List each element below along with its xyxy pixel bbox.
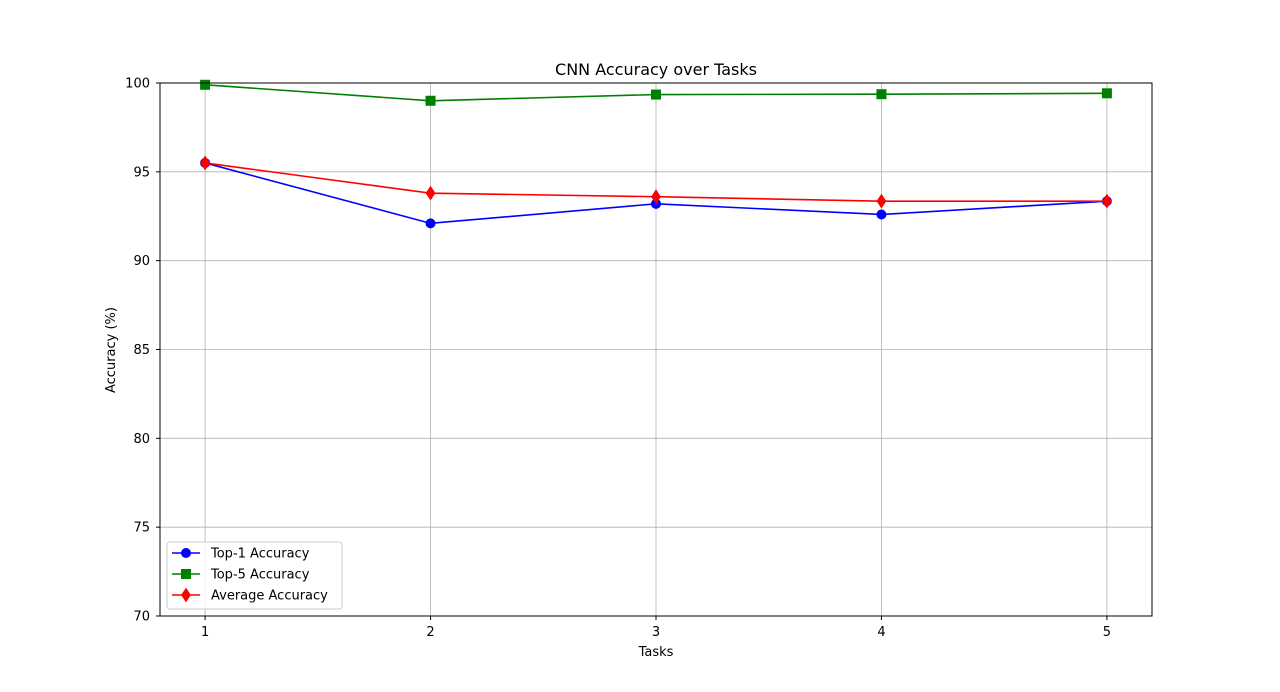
y-tick-label: 100 [125,77,150,92]
data-point-top-5-accuracy [876,89,887,100]
grid-lines [160,82,1152,617]
y-tick-label: 80 [133,432,150,447]
series-top-5-accuracy [200,79,1112,106]
x-tick-label: 5 [1103,625,1111,640]
x-tick-label: 2 [426,625,434,640]
data-point-top-1-accuracy [425,218,436,229]
data-point-top-5-accuracy [200,79,211,90]
data-point-top-1-accuracy [876,209,887,220]
legend-marker [181,587,191,603]
data-point-average-accuracy [651,189,661,205]
x-tick-label: 3 [652,625,660,640]
data-point-average-accuracy [425,185,436,201]
series-average-accuracy [200,155,1112,209]
data-point-average-accuracy [876,193,887,209]
legend-item-top-5-accuracy: Top-5 Accuracy [172,568,310,583]
legend-item-top-1-accuracy: Top-1 Accuracy [172,547,310,562]
data-point-average-accuracy [200,155,210,171]
axis-ticks: 1 2 3 4 5 70 75 80 85 90 95 100 [125,77,1111,641]
y-tick-label: 95 [133,165,150,180]
y-tick-label: 70 [133,610,150,625]
legend-marker [181,548,191,558]
legend-box [166,541,343,610]
y-tick-label: 90 [133,254,150,269]
y-tick-label: 85 [133,343,150,358]
legend-marker [181,569,191,579]
legend: Top-1 Accuracy Top-5 Accuracy Average Accu… [166,541,343,610]
x-tick-label: 1 [201,625,209,640]
data-point-top-5-accuracy [651,89,661,100]
x-axis-label: Tasks [638,645,674,660]
data-point-top-5-accuracy [1101,88,1112,99]
data-point-top-5-accuracy [425,95,436,106]
data-point-average-accuracy [1102,193,1112,209]
legend-label: Top-1 Accuracy [210,547,310,562]
y-tick-label: 75 [133,521,150,536]
x-tick-label: 4 [877,625,885,640]
series-lines [200,79,1112,229]
legend-item-average-accuracy: Average Accuracy [172,587,328,604]
y-axis-label: Accuracy (%) [104,307,119,393]
legend-label: Average Accuracy [211,589,328,604]
legend-label: Top-5 Accuracy [210,568,310,583]
chart-title: CNN Accuracy over Tasks [555,60,757,79]
